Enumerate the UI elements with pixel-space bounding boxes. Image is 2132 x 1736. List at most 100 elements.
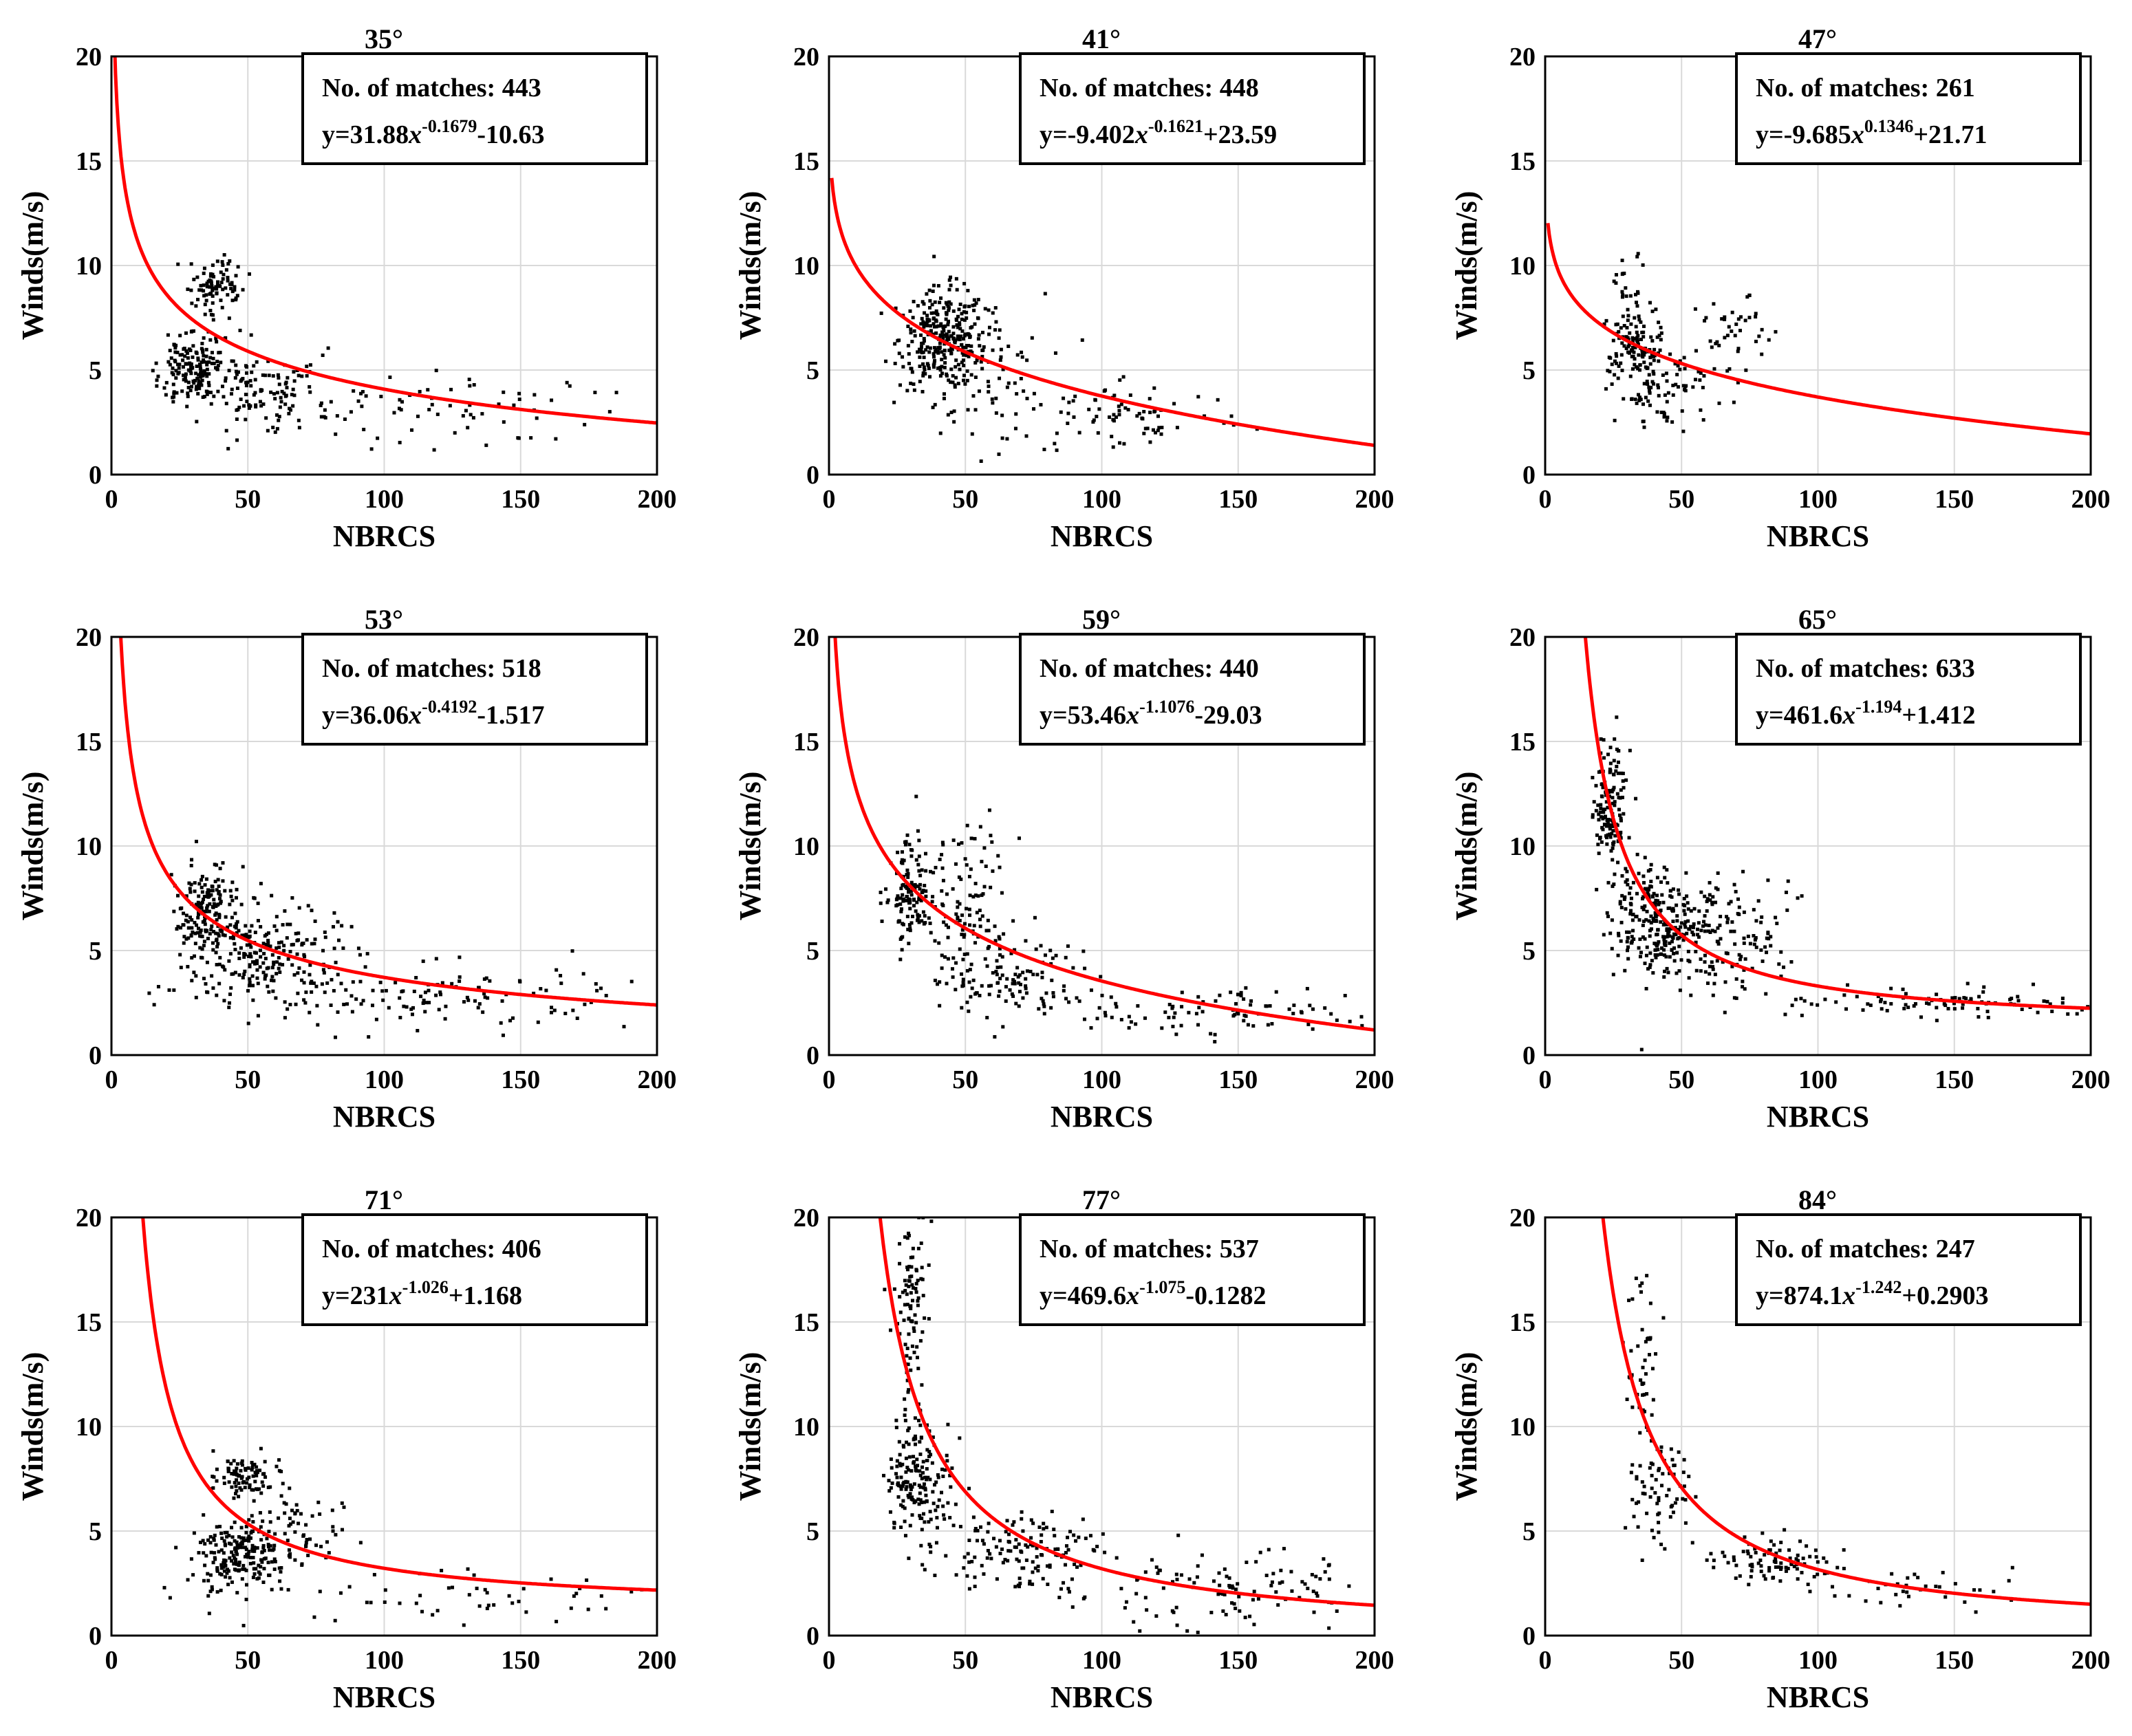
scatter-point [336,973,340,977]
scatter-point [1637,918,1641,922]
scatter-point [936,982,940,986]
scatter-point [320,982,324,986]
scatter-point [1030,336,1034,340]
scatter-point [486,996,490,1000]
scatter-point [918,333,923,337]
scatter-point [614,391,618,395]
scatter-point [263,1556,268,1561]
scatter-point [210,1587,214,1592]
scatter-point [1031,973,1035,977]
scatter-point [1608,761,1613,766]
scatter-point [266,931,270,935]
scatter-point [296,971,300,975]
scatter-point [1666,391,1670,395]
scatter-point [1708,893,1712,897]
scatter-point [1748,942,1752,946]
scatter-point [924,348,928,352]
scatter-point [217,897,222,901]
scatter-point [461,414,465,418]
scatter-point [219,1531,224,1535]
scatter-point [194,839,198,843]
scatter-point [960,841,964,845]
scatter-point [1847,1594,1851,1598]
scatter-point [234,1561,238,1565]
annotation-box: No. of matches: 448y=-9.402x-0.1621+23.5… [1019,52,1366,165]
annotation-frame [1735,1213,2082,1326]
scatter-point [290,1508,294,1512]
scatter-point [932,361,936,365]
scatter-point [943,1517,947,1521]
scatter-point [1081,1517,1085,1521]
scatter-point [205,374,209,378]
scatter-point [304,990,308,995]
scatter-point [174,1545,178,1550]
scatter-point [220,384,224,389]
x-tick-label: 200 [638,1065,677,1094]
scatter-point [222,1475,226,1479]
scatter-point [259,882,263,886]
scatter-point [468,403,472,407]
scatter-point [215,1479,219,1483]
scatter-point [365,1601,369,1605]
scatter-point [948,1516,952,1520]
scatter-point [1890,1572,1894,1576]
equation-variable: x [408,120,422,149]
scatter-point [1946,1007,1950,1011]
scatter-point [198,930,202,934]
scatter-point [998,953,1002,957]
scatter-point [917,869,921,873]
scatter-point [1657,940,1661,944]
scatter-point [1661,1316,1666,1320]
scatter-point [1001,1561,1005,1565]
scatter-point [1619,816,1623,821]
scatter-point [230,1472,234,1476]
fit-equation: y=461.6x-1.194+1.412 [1756,697,1975,730]
scatter-point [1639,1048,1644,1052]
scatter-point [1663,876,1667,880]
scatter-point [1659,1542,1663,1546]
fit-equation: y=-9.402x-0.1621+23.59 [1040,116,1277,149]
y-axis-label: Winds(m/s) [733,191,767,340]
scatter-point [200,378,204,382]
scatter-point [954,912,958,916]
scatter-point [1689,993,1693,997]
scatter-point [1624,867,1628,871]
x-axis-label: NBRCS [333,1680,435,1714]
scatter-point [896,338,900,343]
scatter-point [181,373,185,378]
scatter-point [249,384,253,388]
scatter-point [1654,918,1658,922]
scatter-point [248,952,252,956]
scatter-point [929,329,933,333]
scatter-point [218,284,222,288]
scatter-point [200,900,204,904]
scatter-point [987,992,991,997]
scatter-point [230,1559,234,1563]
scatter-point [879,311,883,315]
scatter-point [1034,947,1038,951]
scatter-point [923,311,927,315]
scatter-point [1648,1301,1652,1305]
scatter-point [1617,749,1621,753]
scatter-point [959,334,963,338]
scatter-point [510,1601,515,1605]
scatter-point [1616,376,1620,380]
scatter-point [1675,903,1679,907]
scatter-point [1145,426,1150,431]
scatter-point [235,1466,239,1471]
scatter-point [1093,398,1097,402]
scatter-point [276,373,280,377]
scatter-point [1175,1577,1179,1581]
scatter-point [218,901,222,905]
scatter-point [1657,1498,1661,1502]
equation-variable: x [1126,701,1139,730]
scatter-point [223,1542,227,1546]
scatter-point [1656,928,1660,932]
scatter-point [1904,992,1908,996]
scatter-point [920,1277,925,1281]
scatter-point [424,1001,429,1005]
scatter-point [282,391,286,395]
scatter-point [1709,1552,1713,1556]
scatter-point [190,329,194,334]
scatter-point [898,896,903,900]
